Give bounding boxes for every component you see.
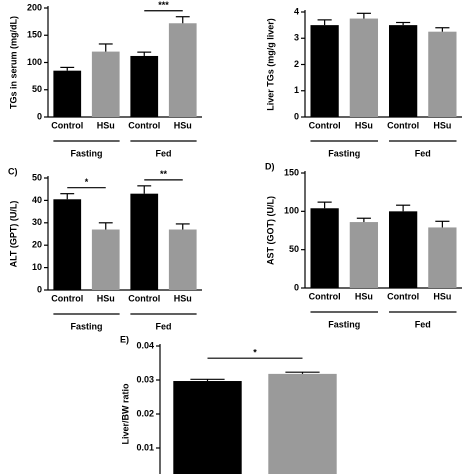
- bar: [130, 193, 159, 290]
- y-axis-label: AST (GOT) (U/L): [265, 196, 275, 265]
- bar: [388, 211, 418, 288]
- panel-label: E): [120, 334, 129, 344]
- x-tick-label: Control: [309, 120, 341, 130]
- y-axis-label: TGs in serum (mg/dL): [8, 16, 18, 109]
- y-tick-label: 200: [27, 2, 42, 12]
- bar: [310, 25, 339, 117]
- bar: [349, 222, 379, 288]
- bar: [428, 31, 457, 117]
- y-tick-label: 30: [32, 217, 42, 227]
- y-tick-label: 10: [32, 262, 42, 272]
- significance-label: **: [160, 169, 168, 179]
- significance-label: *: [85, 177, 89, 187]
- bar: [53, 70, 82, 117]
- y-axis-label: Liver/BW ratio: [120, 383, 130, 445]
- x-tick-label: HSu: [97, 120, 115, 130]
- group-label: Fasting: [70, 148, 102, 158]
- y-tick-label: 3: [294, 33, 299, 43]
- y-tick-label: 150: [27, 30, 42, 40]
- y-axis-label: ALT (GPT) (U/L): [8, 201, 18, 268]
- x-tick-label: Control: [387, 291, 419, 301]
- x-tick-label: Control: [309, 291, 341, 301]
- y-tick-label: 0: [294, 111, 299, 121]
- panel-label: C): [8, 166, 18, 176]
- x-tick-label: Control: [387, 120, 419, 130]
- bar: [310, 208, 339, 288]
- y-tick-label: 0: [37, 111, 42, 121]
- bar: [91, 51, 120, 117]
- x-tick-label: Control: [51, 120, 83, 130]
- y-tick-label: 4: [294, 6, 299, 16]
- group-label: Fed: [155, 148, 171, 158]
- x-tick-label: HSu: [433, 120, 451, 130]
- x-tick-label: HSu: [174, 293, 192, 303]
- bar: [428, 227, 457, 288]
- y-tick-label: 0.04: [136, 340, 154, 350]
- x-tick-label: HSu: [355, 120, 373, 130]
- x-tick-label: Control: [128, 293, 160, 303]
- x-tick-label: HSu: [97, 293, 115, 303]
- group-label: Fed: [155, 321, 171, 331]
- y-axis-label: Liver TGs (mg/g liver): [265, 18, 275, 111]
- bar: [349, 18, 379, 117]
- bar: [168, 23, 197, 117]
- significance-label: ***: [158, 0, 169, 10]
- x-tick-label: HSu: [174, 120, 192, 130]
- y-tick-label: 50: [32, 172, 42, 182]
- y-tick-label: 0: [37, 284, 42, 294]
- bar: [173, 381, 242, 474]
- y-tick-label: 150: [284, 167, 299, 177]
- y-tick-label: 100: [284, 206, 299, 216]
- group-label: Fasting: [328, 319, 360, 329]
- group-label: Fasting: [328, 148, 360, 158]
- y-tick-label: 100: [27, 57, 42, 67]
- panel-label: D): [265, 161, 275, 171]
- y-tick-label: 0.02: [136, 408, 154, 418]
- y-tick-label: 0.03: [136, 374, 154, 384]
- bar: [388, 25, 418, 117]
- group-label: Fasting: [70, 321, 102, 331]
- x-tick-label: HSu: [433, 291, 451, 301]
- y-tick-label: 50: [289, 244, 299, 254]
- y-tick-label: 0: [294, 282, 299, 292]
- bar: [91, 229, 120, 290]
- bar: [53, 199, 82, 290]
- bar: [268, 373, 337, 474]
- y-tick-label: 0.01: [136, 442, 154, 452]
- x-tick-label: Control: [51, 293, 83, 303]
- bar: [130, 55, 159, 117]
- group-label: Fed: [415, 319, 431, 329]
- y-tick-label: 20: [32, 240, 42, 250]
- significance-label: *: [253, 348, 257, 358]
- y-tick-label: 40: [32, 195, 42, 205]
- y-tick-label: 1: [294, 85, 299, 95]
- group-label: Fed: [415, 148, 431, 158]
- y-tick-label: 50: [32, 84, 42, 94]
- x-tick-label: Control: [128, 120, 160, 130]
- y-tick-label: 2: [294, 59, 299, 69]
- x-tick-label: HSu: [355, 291, 373, 301]
- bar: [168, 229, 197, 290]
